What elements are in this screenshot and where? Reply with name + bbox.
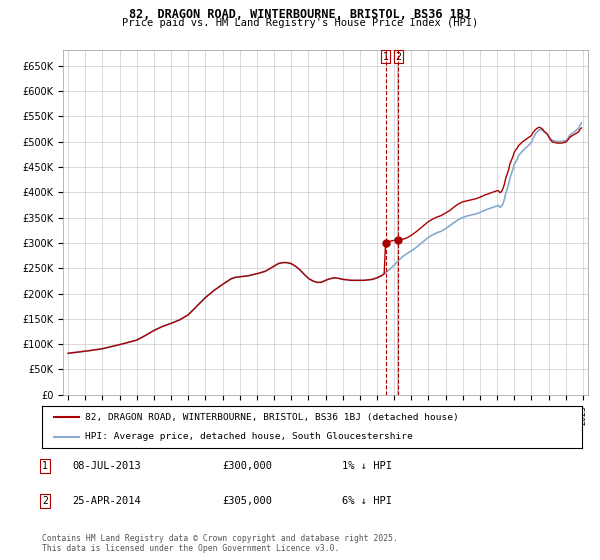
Text: 2: 2 — [395, 52, 401, 62]
Text: 6% ↓ HPI: 6% ↓ HPI — [342, 496, 392, 506]
Text: 1: 1 — [383, 52, 388, 62]
Text: 1% ↓ HPI: 1% ↓ HPI — [342, 461, 392, 471]
Text: £305,000: £305,000 — [222, 496, 272, 506]
Text: £300,000: £300,000 — [222, 461, 272, 471]
Text: Price paid vs. HM Land Registry's House Price Index (HPI): Price paid vs. HM Land Registry's House … — [122, 18, 478, 29]
Text: 2: 2 — [42, 496, 48, 506]
Text: 1: 1 — [42, 461, 48, 471]
Text: HPI: Average price, detached house, South Gloucestershire: HPI: Average price, detached house, Sout… — [85, 432, 413, 441]
Text: 82, DRAGON ROAD, WINTERBOURNE, BRISTOL, BS36 1BJ: 82, DRAGON ROAD, WINTERBOURNE, BRISTOL, … — [129, 8, 471, 21]
Text: 25-APR-2014: 25-APR-2014 — [72, 496, 141, 506]
Text: 82, DRAGON ROAD, WINTERBOURNE, BRISTOL, BS36 1BJ (detached house): 82, DRAGON ROAD, WINTERBOURNE, BRISTOL, … — [85, 413, 459, 422]
Text: 08-JUL-2013: 08-JUL-2013 — [72, 461, 141, 471]
Text: Contains HM Land Registry data © Crown copyright and database right 2025.
This d: Contains HM Land Registry data © Crown c… — [42, 534, 398, 553]
